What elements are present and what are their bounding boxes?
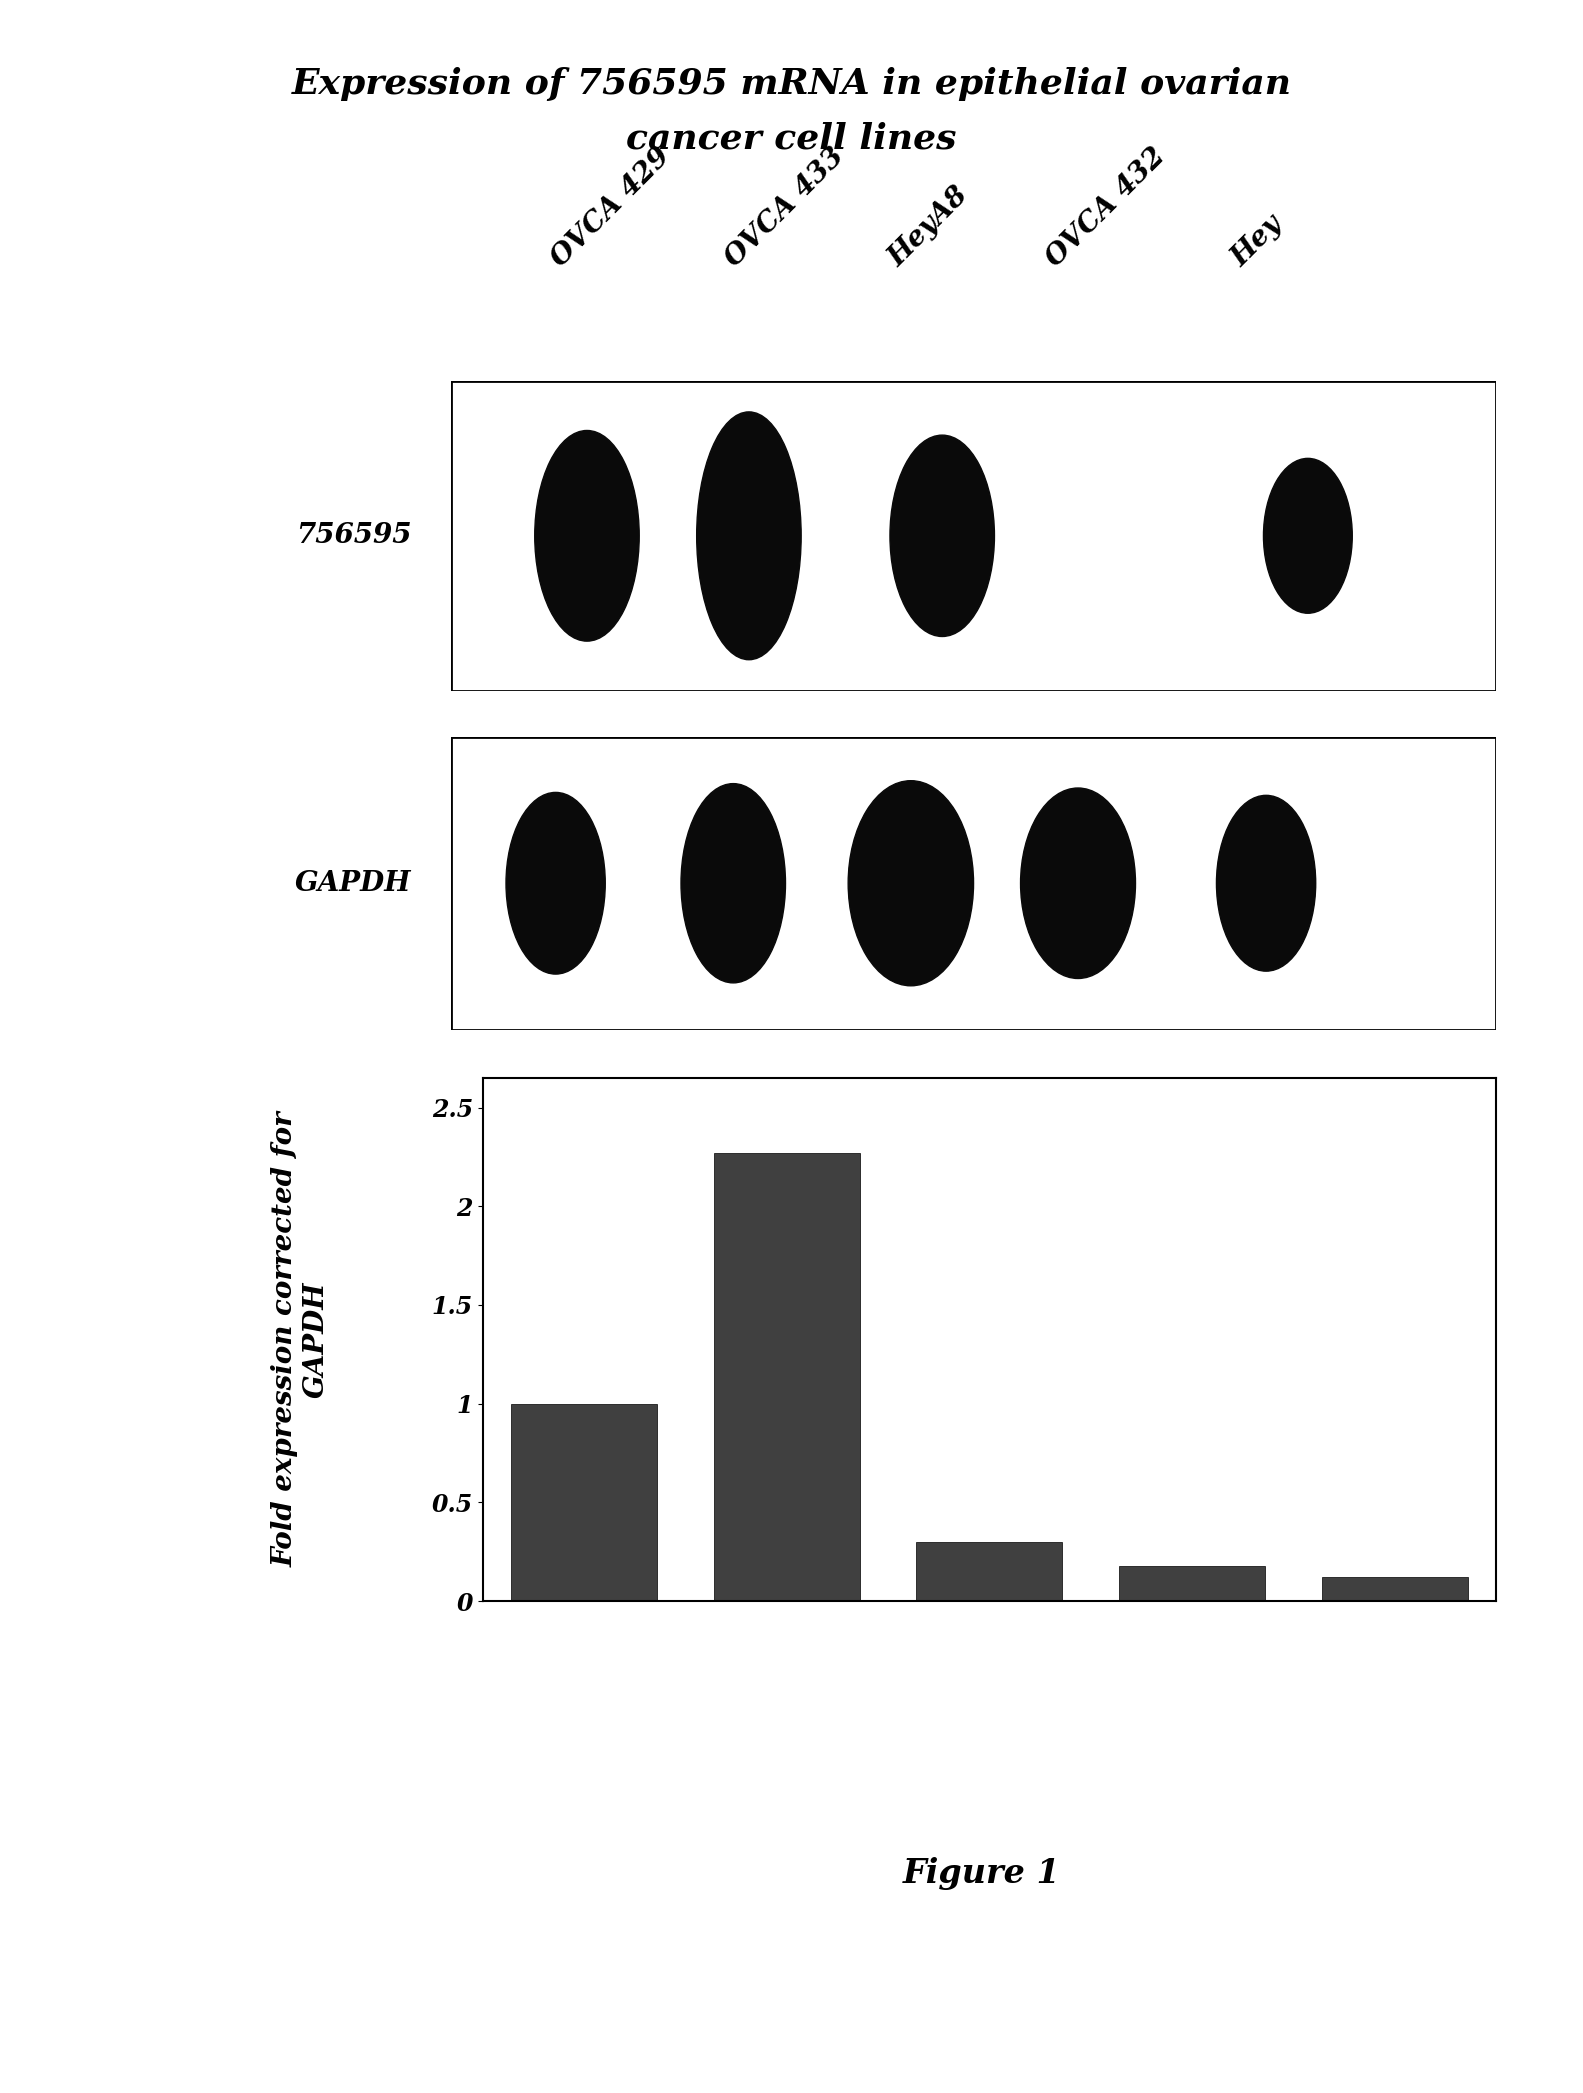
Ellipse shape <box>697 412 801 659</box>
Text: Hey: Hey <box>1227 211 1289 272</box>
Text: OVCA 432: OVCA 432 <box>1042 142 1171 272</box>
Bar <box>917 1543 1062 1601</box>
Bar <box>1119 1566 1265 1601</box>
Ellipse shape <box>890 435 994 636</box>
Ellipse shape <box>848 781 974 986</box>
Text: cancer cell lines: cancer cell lines <box>627 121 956 155</box>
Bar <box>511 1404 657 1601</box>
Text: OVCA 433: OVCA 433 <box>720 142 850 272</box>
Bar <box>714 1153 860 1601</box>
Text: 756595: 756595 <box>296 523 412 548</box>
Text: HeyA8: HeyA8 <box>883 182 974 272</box>
Ellipse shape <box>1216 795 1315 971</box>
Ellipse shape <box>681 783 785 984</box>
Bar <box>1322 1578 1467 1601</box>
Ellipse shape <box>507 793 605 973</box>
Ellipse shape <box>535 431 640 640</box>
Ellipse shape <box>1021 789 1135 980</box>
Text: Fold expression corrected for
GAPDH: Fold expression corrected for GAPDH <box>271 1111 329 1568</box>
Text: OVCA 429: OVCA 429 <box>546 142 676 272</box>
Text: GAPDH: GAPDH <box>294 871 412 896</box>
Ellipse shape <box>1263 458 1352 613</box>
Text: Expression of 756595 mRNA in epithelial ovarian: Expression of 756595 mRNA in epithelial … <box>291 67 1292 100</box>
Text: Figure 1: Figure 1 <box>902 1856 1061 1890</box>
